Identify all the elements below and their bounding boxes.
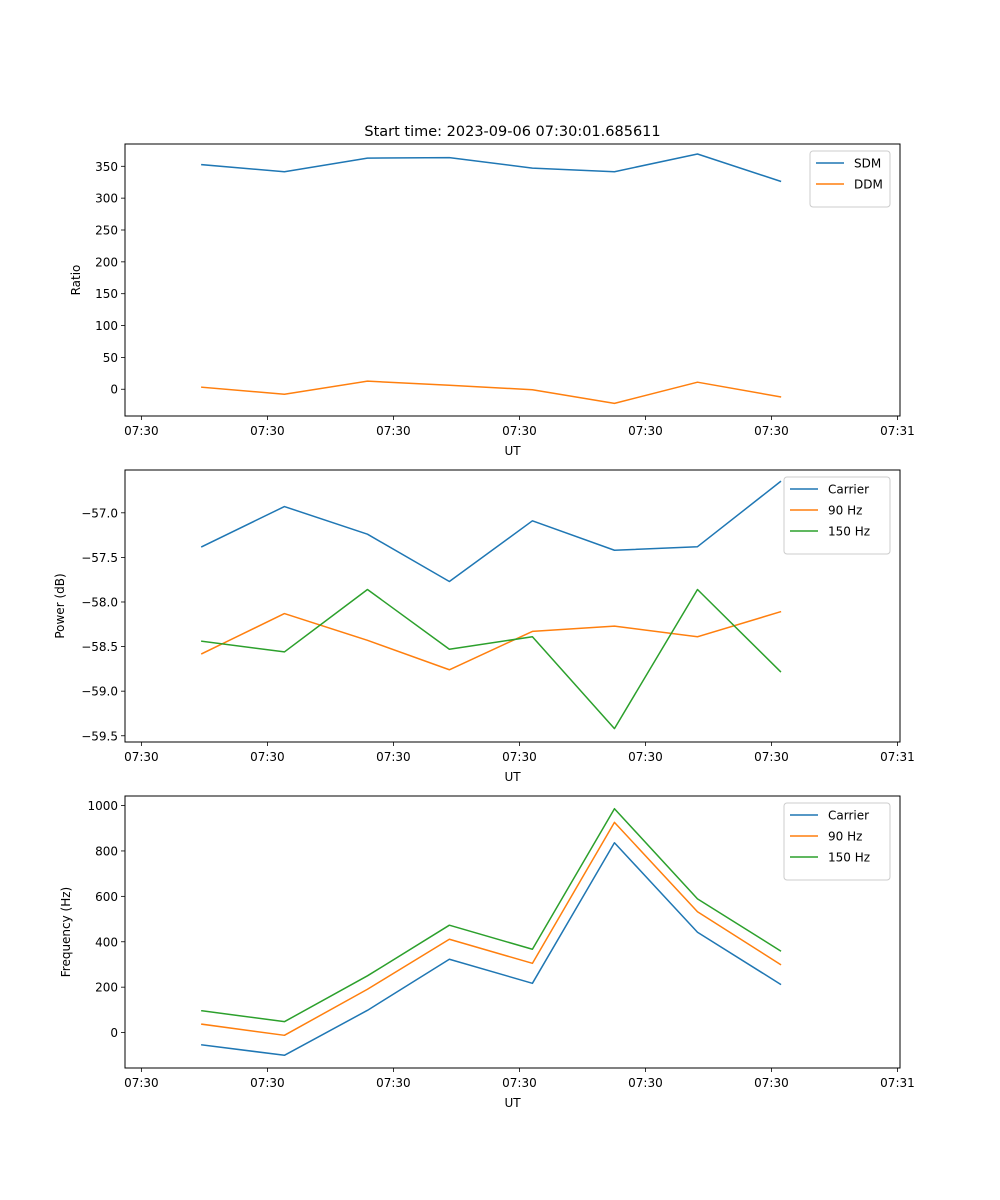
y-tick-label: 200 bbox=[95, 255, 118, 269]
x-tick-label: 07:30 bbox=[250, 424, 285, 438]
x-tick-label: 07:30 bbox=[754, 750, 789, 764]
x-tick-label: 07:31 bbox=[880, 750, 915, 764]
x-axis-label: UT bbox=[504, 1096, 521, 1110]
chart-panel-1: 07:30 07:30 07:30 07:30 07:30 07:30 07:31 0 50 10… bbox=[69, 143, 915, 458]
chart-panel-3: 07:30 07:30 07:30 07:30 07:30 07:30 07:31 0 200 4… bbox=[59, 795, 915, 1110]
series-line-sdm bbox=[201, 153, 782, 183]
y-tick-label: −59.0 bbox=[81, 685, 118, 699]
legend-label: 90 Hz bbox=[828, 830, 862, 844]
y-tick-label: 150 bbox=[95, 287, 118, 301]
y-tick-label: 350 bbox=[95, 160, 118, 174]
series-line-ddm bbox=[201, 380, 782, 405]
x-tick-label: 07:30 bbox=[628, 1076, 663, 1090]
y-tick-label: 600 bbox=[95, 890, 118, 904]
x-tick-label: 07:30 bbox=[124, 424, 159, 438]
axes-frame bbox=[124, 795, 901, 1069]
legend: SDM DDM bbox=[809, 150, 891, 208]
series-line-150-hz bbox=[201, 588, 782, 730]
x-tick-label: 07:30 bbox=[502, 424, 537, 438]
y-tick-label: 100 bbox=[95, 319, 118, 333]
legend-label: 150 Hz bbox=[828, 525, 870, 539]
y-tick-label: −57.5 bbox=[81, 551, 118, 565]
legend-label: SDM bbox=[854, 157, 881, 171]
x-tick-label: 07:30 bbox=[754, 424, 789, 438]
x-tick-label: 07:30 bbox=[124, 1076, 159, 1090]
x-tick-label: 07:30 bbox=[376, 1076, 411, 1090]
y-tick-label: 200 bbox=[95, 981, 118, 995]
x-tick-label: 07:31 bbox=[880, 424, 915, 438]
x-tick-label: 07:30 bbox=[628, 750, 663, 764]
y-tick-label: 50 bbox=[103, 351, 118, 365]
series-line-carrier bbox=[200, 480, 782, 583]
legend-label: 90 Hz bbox=[828, 504, 862, 518]
chart-panel-2: 07:30 07:30 07:30 07:30 07:30 07:30 07:31 −57.0… bbox=[53, 469, 915, 784]
x-tick-label: 07:30 bbox=[250, 750, 285, 764]
series-line-150-hz bbox=[201, 807, 782, 1023]
y-axis-label: Power (dB) bbox=[53, 573, 67, 638]
y-tick-label: −57.0 bbox=[81, 506, 118, 520]
x-axis-label: UT bbox=[504, 444, 521, 458]
series-line-90-hz bbox=[200, 610, 782, 671]
x-tick-label: 07:30 bbox=[124, 750, 159, 764]
legend: Carrier 90 Hz 150 Hz bbox=[783, 476, 891, 555]
legend-box bbox=[809, 150, 891, 208]
legend-box bbox=[783, 802, 891, 881]
legend-label: Carrier bbox=[828, 809, 869, 823]
y-tick-label: −58.0 bbox=[81, 595, 118, 609]
legend: Carrier 90 Hz 150 Hz bbox=[783, 802, 891, 881]
legend-box bbox=[783, 476, 891, 555]
y-tick-label: 0 bbox=[110, 383, 118, 397]
legend-label: 150 Hz bbox=[828, 851, 870, 865]
y-tick-label: 1000 bbox=[87, 799, 118, 813]
y-axis-label: Ratio bbox=[69, 265, 83, 296]
y-tick-label: 300 bbox=[95, 192, 118, 206]
legend-label: DDM bbox=[854, 178, 883, 192]
y-tick-label: 400 bbox=[95, 935, 118, 949]
y-tick-label: 250 bbox=[95, 223, 118, 237]
y-tick-label: −59.5 bbox=[81, 729, 118, 743]
x-tick-label: 07:31 bbox=[880, 1076, 915, 1090]
x-axis-label: UT bbox=[504, 770, 521, 784]
x-tick-label: 07:30 bbox=[502, 1076, 537, 1090]
x-tick-label: 07:30 bbox=[502, 750, 537, 764]
figure-title: Start time: 2023-09-06 07:30:01.685611 bbox=[364, 124, 660, 140]
series-line-carrier bbox=[201, 842, 782, 1057]
series-line-90-hz bbox=[201, 821, 782, 1037]
axes-frame bbox=[124, 469, 901, 743]
y-tick-label: 800 bbox=[95, 844, 118, 858]
x-tick-label: 07:30 bbox=[376, 424, 411, 438]
legend-label: Carrier bbox=[828, 483, 869, 497]
y-tick-label: 0 bbox=[110, 1026, 118, 1040]
y-axis-label: Frequency (Hz) bbox=[59, 887, 73, 978]
y-tick-label: −58.5 bbox=[81, 640, 118, 654]
x-tick-label: 07:30 bbox=[376, 750, 411, 764]
axes-frame bbox=[124, 143, 901, 417]
x-tick-label: 07:30 bbox=[754, 1076, 789, 1090]
x-tick-label: 07:30 bbox=[628, 424, 663, 438]
x-tick-label: 07:30 bbox=[250, 1076, 285, 1090]
